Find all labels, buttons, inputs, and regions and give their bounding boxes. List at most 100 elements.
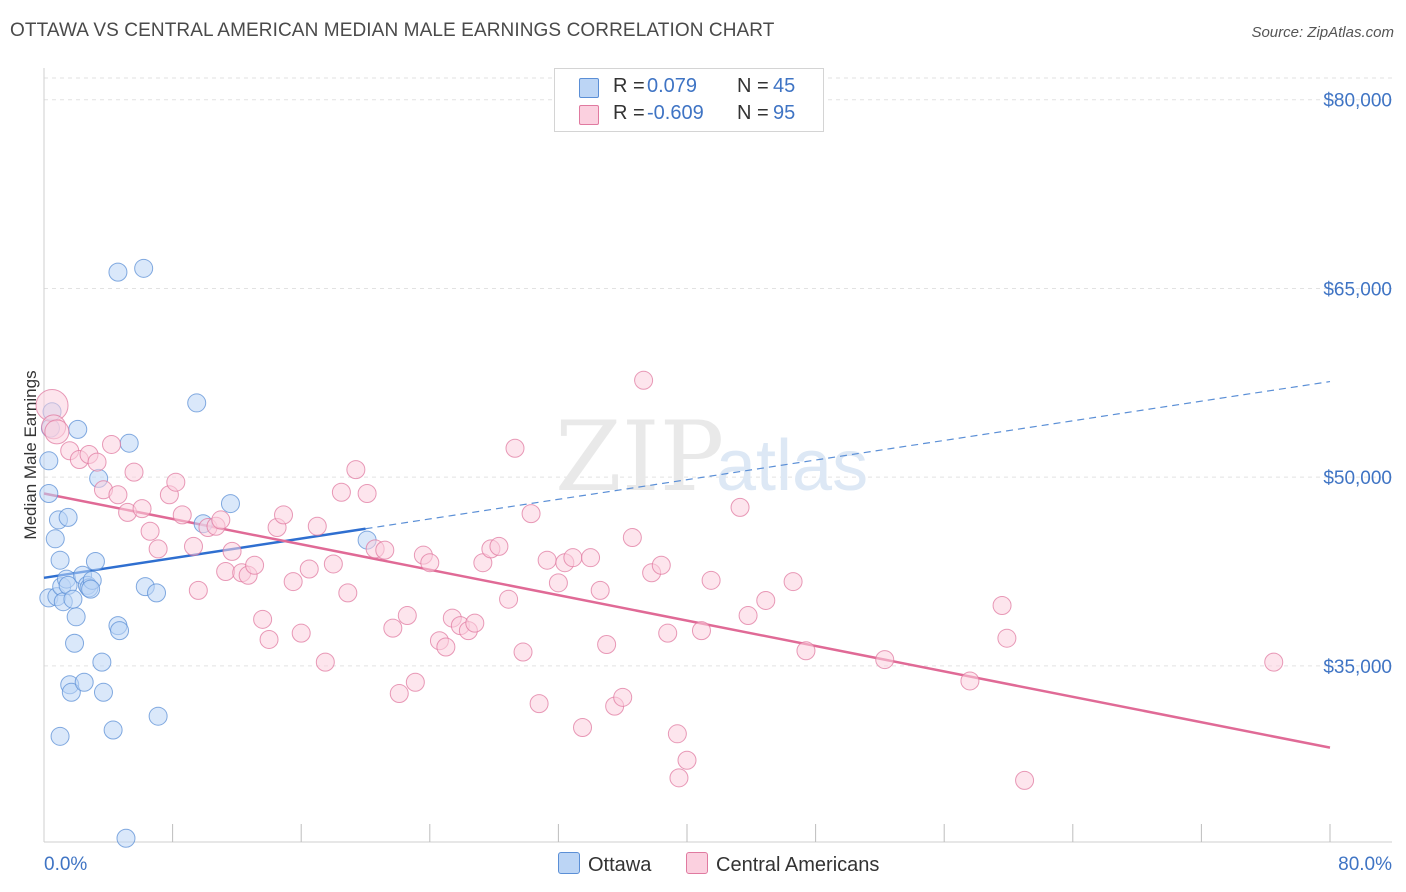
central-americans-point — [357, 484, 377, 504]
central-americans-point — [875, 650, 895, 670]
central-americans-point — [183, 536, 203, 556]
central-americans-point — [132, 499, 152, 519]
central-americans-point — [738, 606, 758, 626]
y-tick-label: $50,000 — [1323, 468, 1392, 489]
ottawa-point — [119, 433, 139, 453]
central-americans-point — [756, 590, 776, 610]
central-americans-point — [108, 485, 128, 505]
central-americans-point — [405, 672, 425, 692]
ottawa-point — [220, 494, 240, 514]
ottawa-point — [134, 258, 154, 278]
y-axis-label: Median Male Earnings — [21, 370, 40, 539]
legend-r-value: -0.609 — [647, 102, 704, 124]
x-tick-labels: 0.0% 80.0% — [44, 854, 1392, 875]
ottawa-point — [39, 484, 59, 504]
central-americans-point — [1264, 652, 1284, 672]
central-americans-point — [283, 572, 303, 592]
central-americans-point — [590, 580, 610, 600]
central-americans-point — [166, 472, 186, 492]
central-americans-point — [537, 550, 557, 570]
central-americans-point — [216, 562, 236, 582]
ottawa-point — [108, 262, 128, 282]
central-americans-point — [521, 504, 541, 524]
central-americans-point — [383, 618, 403, 638]
central-americans-point — [651, 555, 671, 575]
legend-n-value: 45 — [773, 75, 796, 97]
ottawa-point — [147, 583, 167, 603]
ottawa-point — [66, 607, 86, 627]
central-americans-point — [338, 583, 358, 603]
central-americans-point — [331, 482, 351, 502]
central-americans-point — [505, 438, 525, 458]
central-americans-point — [581, 548, 601, 568]
central-americans-point — [730, 497, 750, 517]
data-points — [35, 258, 1284, 848]
y-tick-labels: $35,000 $50,000 $65,000 $80,000 — [1323, 91, 1392, 678]
central-americans-point — [188, 580, 208, 600]
central-americans-point — [397, 606, 417, 626]
central-americans-point — [222, 541, 242, 561]
central-americans-point — [529, 694, 549, 714]
central-americans-point — [634, 370, 654, 390]
central-americans-point — [291, 623, 311, 643]
legend-r-label: R = — [613, 75, 645, 97]
central-americans-point — [563, 548, 583, 568]
central-americans-point — [245, 555, 265, 575]
trend-line-central-americans — [43, 492, 1331, 749]
central-americans-point — [701, 570, 721, 590]
ottawa-point — [85, 551, 105, 571]
central-americans-point — [489, 536, 509, 556]
ottawa-point — [110, 621, 130, 641]
x-tick-label-max: 80.0% — [1338, 854, 1392, 875]
legend-n-label: N = — [737, 75, 769, 97]
central-americans-point — [420, 553, 440, 573]
ottawa-point — [50, 550, 70, 570]
y-tick-label: $65,000 — [1323, 279, 1392, 300]
central-americans-point — [669, 768, 689, 788]
central-americans-point — [796, 641, 816, 661]
central-americans-point — [323, 554, 343, 574]
ottawa-point — [63, 589, 83, 609]
ottawa-point — [61, 682, 81, 702]
central-americans-point — [274, 505, 294, 525]
central-americans-point — [597, 634, 617, 654]
central-americans-point — [102, 434, 122, 454]
central-americans-point — [997, 628, 1017, 648]
central-americans-point — [44, 419, 70, 445]
ottawa-point — [187, 393, 207, 413]
central-americans-point — [211, 510, 231, 530]
central-americans-point — [1015, 770, 1035, 790]
central-americans-point — [299, 559, 319, 579]
ottawa-point — [65, 633, 85, 653]
central-americans-point — [658, 623, 678, 643]
bottom-legend-ottawa: Ottawa — [558, 852, 651, 877]
chart-title: OTTAWA VS CENTRAL AMERICAN MEDIAN MALE E… — [10, 20, 775, 41]
ottawa-point — [68, 419, 88, 439]
central-americans-point — [253, 609, 273, 629]
central-americans-point — [87, 452, 107, 472]
legend-r-label: R = — [613, 102, 645, 124]
central-americans-point — [613, 687, 633, 707]
ottawa-point — [93, 682, 113, 702]
series-central-americans — [35, 370, 1284, 790]
legend-n-label: N = — [737, 102, 769, 124]
central-americans-point — [172, 505, 192, 525]
central-americans-point — [783, 572, 803, 592]
legend-swatch-ottawa — [579, 78, 599, 98]
central-americans-point — [548, 573, 568, 593]
ottawa-point — [92, 652, 112, 672]
central-americans-point — [992, 595, 1012, 615]
trend-line-ottawa-extension — [365, 380, 1331, 530]
central-americans-point — [307, 516, 327, 536]
central-americans-point — [513, 642, 533, 662]
legend-r-value: 0.079 — [647, 75, 698, 97]
central-americans-point — [140, 521, 160, 541]
central-americans-point — [315, 652, 335, 672]
ottawa-point — [58, 507, 78, 527]
central-americans-point — [124, 462, 144, 482]
central-americans-point — [259, 629, 279, 649]
central-americans-point — [499, 589, 519, 609]
x-tick-label-min: 0.0% — [44, 854, 87, 875]
y-tick-label: $80,000 — [1323, 91, 1392, 112]
